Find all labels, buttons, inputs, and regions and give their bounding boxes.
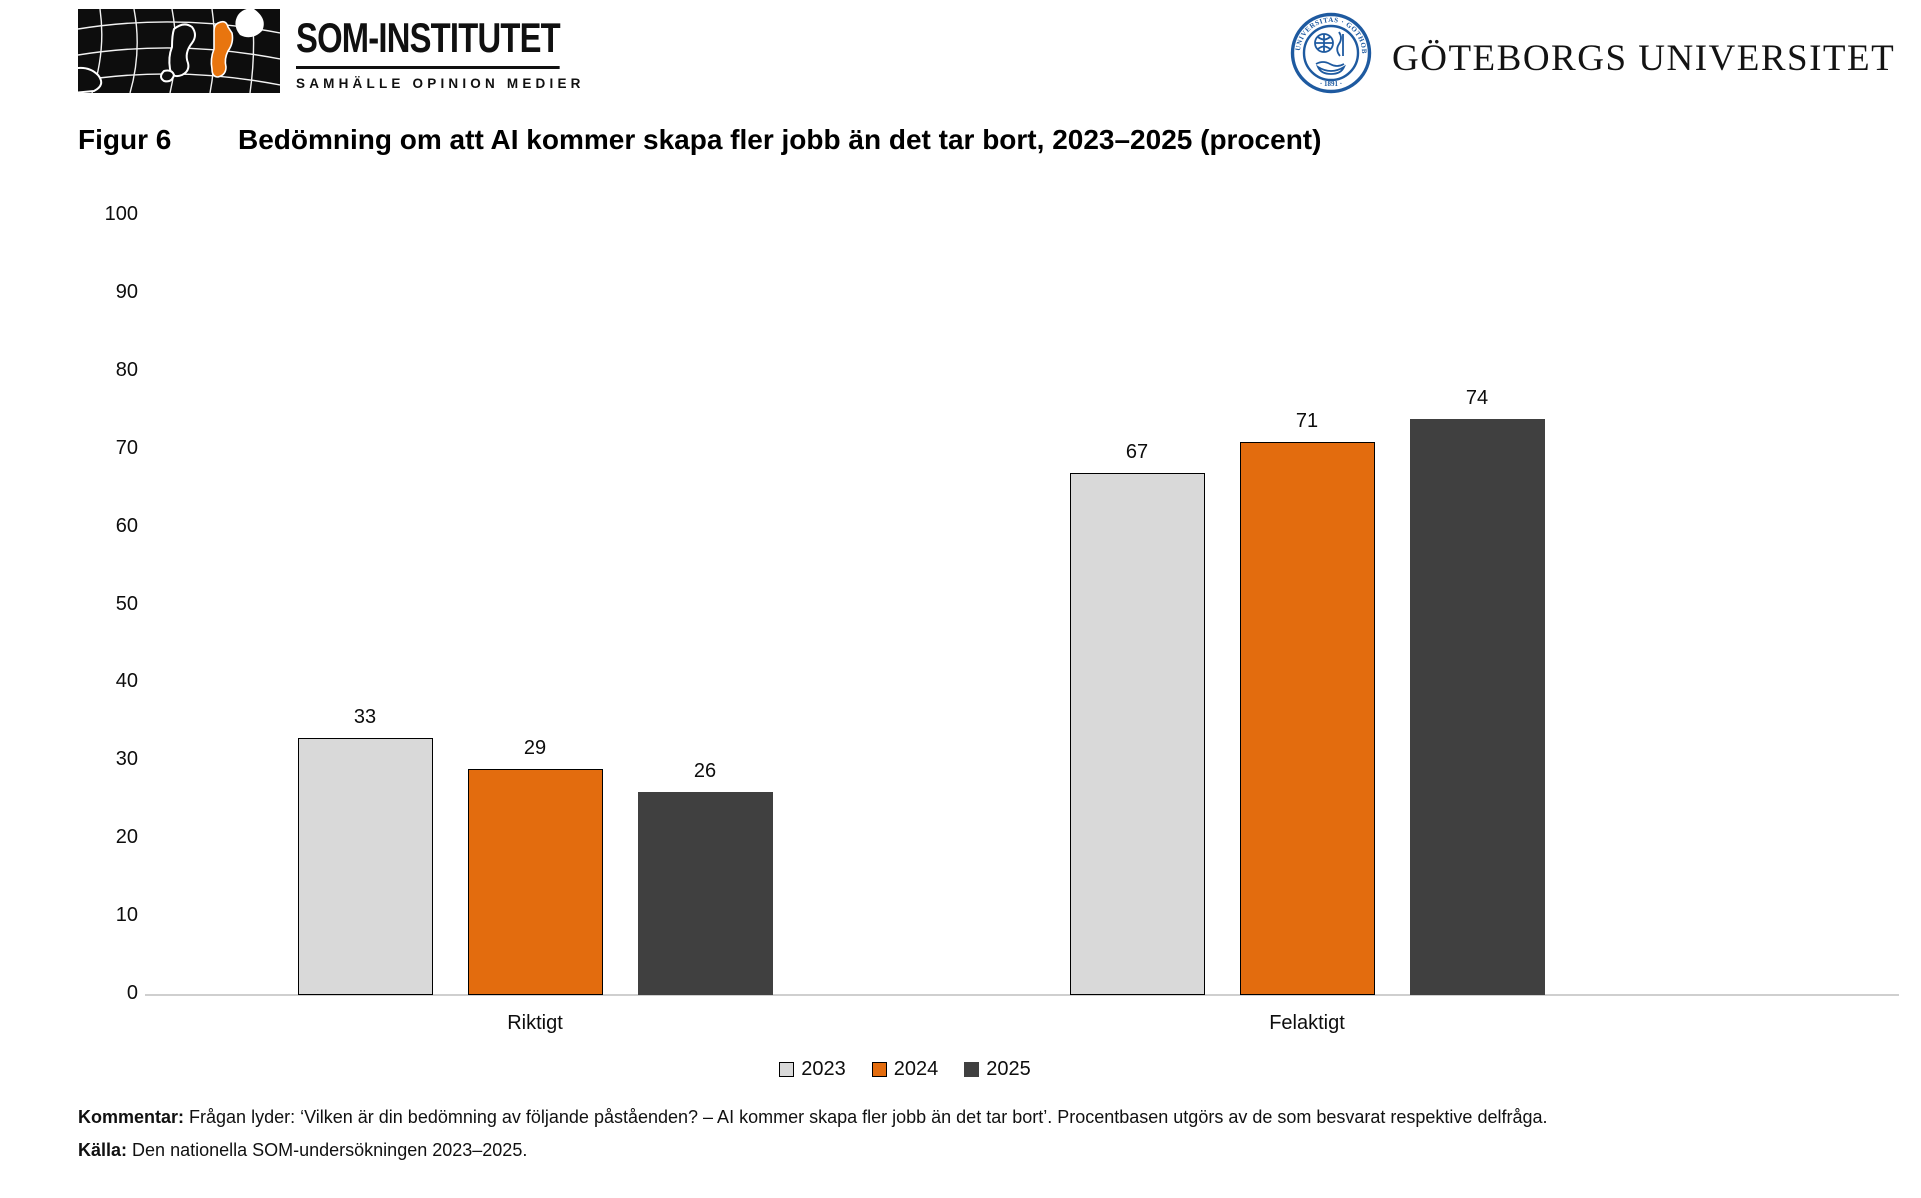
gu-seal-year: · 1891 · bbox=[1320, 80, 1342, 88]
bar-2025-felaktigt bbox=[1409, 418, 1545, 995]
kommentar-line: Kommentar: Frågan lyder: ‘Vilken är din … bbox=[78, 1101, 1778, 1134]
kommentar-text: Frågan lyder: ‘Vilken är din bedömning a… bbox=[189, 1107, 1548, 1127]
bar-2024-felaktigt bbox=[1239, 441, 1375, 995]
y-axis-tick-label: 0 bbox=[126, 982, 138, 1004]
y-axis-tick-label: 50 bbox=[115, 592, 138, 615]
som-logo-subtitle: SAMHÄLLE OPINION MEDIER bbox=[296, 76, 585, 91]
bar-2023-felaktigt bbox=[1069, 473, 1205, 995]
som-map-graphic bbox=[78, 9, 280, 93]
bar-2023-riktigt bbox=[297, 737, 433, 995]
legend-item-2023: 2023 bbox=[779, 1058, 846, 1081]
bar-value-label: 71 bbox=[1295, 409, 1319, 432]
legend-item-2025: 2025 bbox=[964, 1058, 1031, 1081]
figure-label: Figur 6 bbox=[78, 124, 172, 155]
legend-label: 2025 bbox=[986, 1058, 1031, 1080]
bar-value-label: 26 bbox=[693, 760, 717, 783]
bar-value-label: 74 bbox=[1465, 386, 1489, 409]
figure-footer: Kommentar: Frågan lyder: ‘Vilken är din … bbox=[78, 1101, 1778, 1167]
bar-value-label: 29 bbox=[523, 737, 547, 760]
som-logo-title: SOM-INSTITUTET bbox=[296, 14, 561, 69]
y-axis-tick-label: 70 bbox=[115, 436, 138, 459]
bar-value-label: 33 bbox=[353, 705, 377, 728]
bar-2024-riktigt bbox=[467, 769, 603, 995]
figure-title-row: Figur 6 Bedömning om att AI kommer skapa … bbox=[78, 124, 1321, 156]
y-axis-tick-label: 40 bbox=[115, 670, 138, 693]
x-axis-line bbox=[145, 993, 1899, 996]
kalla-label: Källa: bbox=[78, 1140, 128, 1160]
legend-swatch bbox=[871, 1062, 887, 1077]
y-axis-tick-label: 20 bbox=[115, 826, 138, 849]
chart-legend: 2023 2024 2025 bbox=[0, 1058, 1810, 1081]
y-axis-tick-label: 30 bbox=[115, 748, 138, 771]
kalla-line: Källa: Den nationella SOM-undersökningen… bbox=[78, 1134, 1778, 1167]
legend-swatch bbox=[779, 1062, 795, 1077]
y-axis-tick-label: 10 bbox=[115, 904, 138, 927]
y-axis-tick-label: 90 bbox=[115, 280, 138, 303]
y-axis-tick-label: 60 bbox=[115, 514, 138, 537]
bar-2025-riktigt bbox=[637, 792, 773, 995]
legend-label: 2024 bbox=[893, 1058, 939, 1080]
legend-swatch bbox=[964, 1062, 980, 1077]
y-axis-tick-label: 80 bbox=[115, 358, 138, 381]
x-axis-category-label: Riktigt bbox=[507, 1012, 563, 1034]
legend-label: 2023 bbox=[801, 1058, 846, 1080]
kommentar-label: Kommentar: bbox=[78, 1107, 185, 1127]
legend-item-2024: 2024 bbox=[871, 1058, 939, 1081]
figure-title: Bedömning om att AI kommer skapa fler jo… bbox=[238, 124, 1322, 155]
bar-value-label: 67 bbox=[1125, 441, 1149, 464]
gu-seal-icon: UNIVERSITAS · GOTHOBURGENSIS · 1891 · bbox=[1290, 12, 1372, 94]
gu-logo-name: GÖTEBORGS UNIVERSITET bbox=[1392, 38, 1896, 79]
x-axis-category-label: Felaktigt bbox=[1269, 1012, 1345, 1034]
y-axis-tick-label: 100 bbox=[104, 203, 138, 225]
kalla-text: Den nationella SOM-undersökningen 2023–2… bbox=[132, 1140, 528, 1160]
